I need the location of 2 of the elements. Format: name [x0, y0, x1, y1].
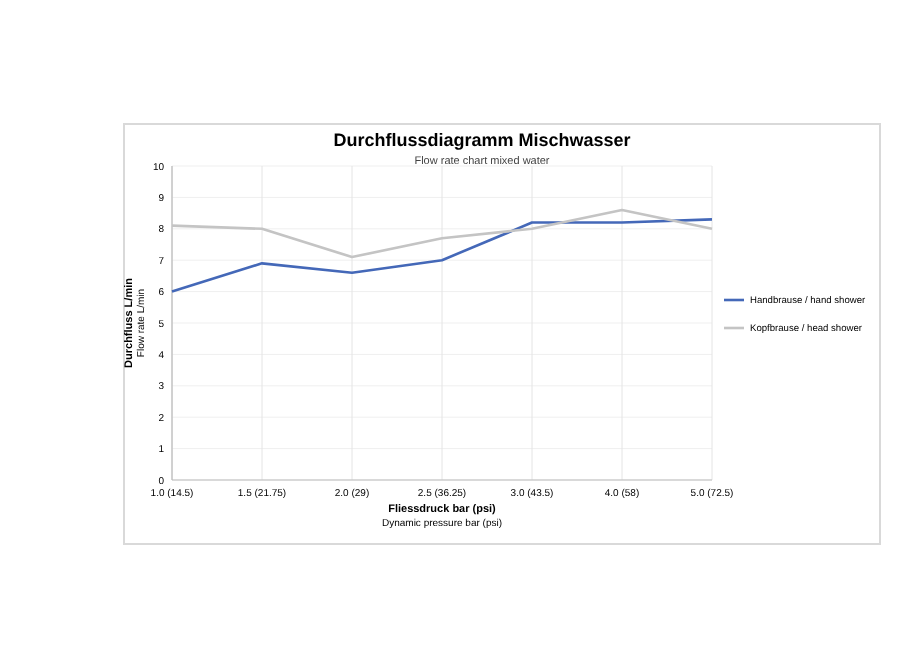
line-series — [170, 218, 714, 293]
chart-title: Durchflussdiagramm Mischwasser — [333, 130, 632, 150]
